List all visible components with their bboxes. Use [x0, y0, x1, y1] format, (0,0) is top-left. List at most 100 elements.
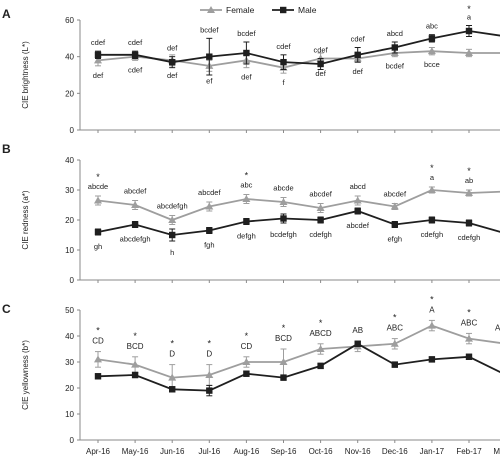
data-point-male: [131, 51, 139, 59]
x-tick-label: Feb-17: [456, 447, 482, 456]
data-point-male: [280, 58, 287, 66]
data-point-female: [131, 201, 140, 208]
data-point-female: [242, 195, 251, 202]
x-tick-label: Apr-16: [86, 447, 111, 456]
data-point-female: [427, 321, 436, 329]
data-point-male: [206, 53, 213, 60]
significance-letters: cdef: [91, 38, 106, 47]
significance-letters: abcde: [273, 184, 293, 193]
data-point-male: [280, 215, 287, 222]
significance-letters: defgh: [237, 232, 256, 241]
significance-letters: abcdefgh: [157, 202, 188, 211]
significance-letters: efgh: [387, 235, 402, 244]
significance-letters: cdef: [276, 42, 291, 51]
y-tick-label: 40: [65, 332, 74, 341]
significance-letters: abcd: [387, 29, 403, 38]
significance-letters: def: [352, 67, 363, 76]
data-point-male: [354, 207, 361, 215]
data-point-female: [316, 204, 325, 211]
data-point-male: [280, 374, 287, 381]
y-axis-label: CIE redness (a*): [21, 190, 30, 249]
data-point-male: [391, 361, 398, 368]
x-tick-label: Oct-16: [309, 447, 334, 456]
data-point-female: [242, 358, 251, 365]
significance-letters: bcdef: [200, 25, 219, 34]
data-point-male: [391, 221, 398, 228]
significance-letters: CD: [92, 337, 104, 346]
data-point-male: [317, 60, 324, 68]
data-point-male: [243, 218, 250, 225]
significance-letters: abcdefgh: [120, 235, 151, 244]
series-line-male: [97, 210, 500, 236]
significance-star: *: [319, 318, 323, 328]
significance-star: *: [430, 294, 434, 304]
significance-letters: def: [241, 73, 252, 82]
y-tick-label: 50: [65, 306, 74, 315]
x-tick-label: Jun-16: [160, 447, 185, 456]
series-line-female: [97, 189, 500, 221]
y-tick-label: 40: [65, 156, 74, 165]
data-point-male: [354, 51, 361, 59]
data-point-female: [94, 56, 102, 64]
y-tick-label: 10: [65, 410, 74, 419]
significance-letters: h: [170, 248, 174, 257]
x-tick-label: Dec-16: [382, 447, 408, 456]
panel-letter: A: [2, 7, 11, 21]
data-point-male: [428, 356, 436, 363]
x-tick-label: Aug-16: [234, 447, 260, 456]
significance-star: *: [467, 166, 471, 176]
series-line-male: [97, 342, 500, 392]
data-point-male: [131, 221, 139, 228]
legend-marker-male: [280, 6, 287, 14]
significance-letters: fgh: [204, 241, 214, 250]
data-point-male: [391, 44, 398, 51]
data-point-male: [428, 216, 436, 224]
data-point-male: [169, 58, 176, 66]
significance-letters: f: [282, 78, 285, 87]
data-point-female: [427, 47, 436, 55]
y-tick-label: 20: [65, 89, 74, 98]
data-point-female: [131, 360, 140, 368]
data-point-female: [465, 334, 473, 342]
data-point-male: [317, 216, 324, 224]
significance-letters: abc: [240, 181, 252, 190]
significance-letters: cdef: [128, 65, 143, 74]
significance-letters: def: [167, 44, 178, 53]
significance-star: *: [245, 171, 249, 181]
series-line-female: [97, 324, 500, 379]
significance-star: *: [208, 339, 212, 349]
legend-label-female: Female: [226, 5, 255, 15]
data-point-male: [206, 227, 213, 234]
significance-star: *: [467, 307, 471, 317]
significance-letters: ABC: [461, 318, 478, 327]
significance-letters: A: [429, 305, 435, 314]
data-point-male: [243, 370, 250, 377]
data-point-female: [205, 371, 214, 378]
significance-letters: cdefgh: [309, 230, 332, 239]
data-point-female: [168, 216, 177, 223]
legend-marker-female: [207, 6, 215, 13]
data-point-male: [169, 231, 176, 239]
significance-letters: BCD: [275, 334, 292, 343]
significance-letters: def: [167, 71, 178, 80]
significance-letters: abcdef: [124, 187, 147, 196]
significance-letters: BCD: [127, 342, 144, 351]
significance-star: *: [430, 163, 434, 173]
significance-letters: abcd: [350, 182, 366, 191]
data-point-female: [316, 345, 325, 352]
y-tick-label: 0: [70, 436, 75, 445]
data-point-female: [168, 373, 177, 381]
significance-letters: def: [93, 71, 104, 80]
significance-letters: bcce: [424, 60, 440, 69]
y-tick-label: 30: [65, 358, 74, 367]
data-point-male: [428, 35, 436, 42]
significance-letters: abcdef: [384, 190, 407, 199]
data-point-female: [94, 196, 102, 204]
series-line-male: [98, 30, 500, 65]
data-point-male: [94, 228, 102, 236]
significance-letters: abc: [426, 22, 438, 31]
significance-letters: CD: [241, 342, 253, 351]
significance-letters: cdef: [128, 38, 143, 47]
significance-letters: abcdef: [309, 190, 332, 199]
data-point-female: [390, 339, 399, 347]
